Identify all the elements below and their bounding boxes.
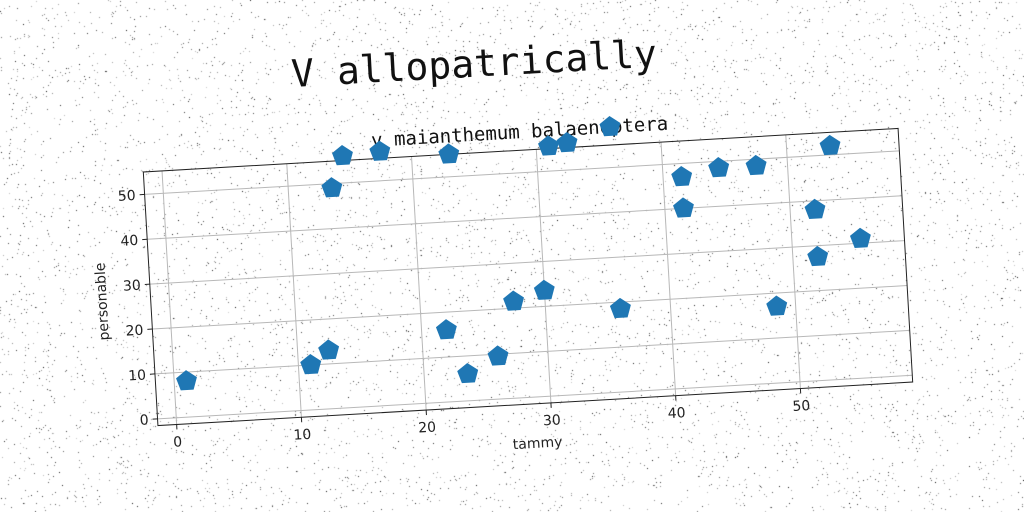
data-point	[321, 177, 343, 198]
data-point	[438, 143, 460, 164]
y-tick-label: 40	[120, 233, 139, 250]
data-point	[457, 362, 479, 384]
data-point	[503, 290, 524, 311]
chart-rotation-group: v maianthemum balaenoptera 0 10 20 30 40 50 0 1…	[92, 113, 914, 453]
data-point	[369, 140, 391, 161]
x-grid-line	[286, 163, 302, 418]
data-point	[745, 154, 767, 176]
data-point	[673, 197, 694, 218]
x-axis-label: tammy	[512, 434, 562, 453]
data-point	[435, 319, 457, 340]
data-point	[804, 198, 826, 220]
y-tick-label: 50	[117, 188, 136, 205]
x-tick-label: 10	[293, 427, 312, 444]
data-point	[819, 134, 841, 156]
y-axis-label: personable	[92, 262, 112, 341]
y-grid-line	[147, 195, 902, 240]
data-point	[332, 144, 353, 166]
grid-lines	[144, 134, 913, 425]
plot-frame	[142, 127, 914, 427]
x-tick-label: 50	[792, 398, 811, 415]
data-point	[300, 353, 322, 375]
y-grid-line	[154, 329, 910, 375]
data-point	[533, 279, 555, 300]
data-point	[538, 135, 559, 156]
x-grid-line	[161, 170, 178, 425]
data-point	[671, 165, 693, 187]
axis-ticks: 0 10 20 30 40 50 0 10 20 30 40 50	[117, 188, 811, 451]
x-grid-line	[535, 149, 552, 403]
x-tick-label: 0	[173, 434, 183, 450]
x-tick-label: 20	[418, 420, 437, 437]
y-tick-label: 30	[123, 278, 142, 295]
y-grid-line	[149, 240, 905, 285]
y-grid-line	[157, 374, 913, 420]
data-point	[807, 245, 829, 267]
x-grid-line	[660, 142, 677, 396]
data-point	[766, 295, 788, 316]
x-grid-line	[411, 156, 427, 411]
x-tick-label: 40	[667, 405, 686, 422]
x-tick-label: 30	[543, 412, 562, 429]
data-point	[318, 339, 340, 360]
chart-title: v maianthemum balaenoptera	[371, 113, 669, 152]
data-point	[556, 132, 578, 153]
y-tick-label: 20	[125, 323, 144, 340]
y-grid-line	[144, 150, 900, 195]
data-points	[176, 116, 871, 391]
data-point	[609, 297, 631, 319]
data-point	[708, 157, 730, 178]
data-point	[599, 116, 621, 137]
data-point	[176, 370, 197, 391]
x-grid-line	[785, 134, 801, 389]
y-tick-label: 0	[139, 412, 149, 428]
y-grid-line	[152, 285, 908, 330]
data-point	[487, 345, 509, 366]
data-point	[849, 227, 871, 248]
y-tick-label: 10	[128, 367, 147, 384]
